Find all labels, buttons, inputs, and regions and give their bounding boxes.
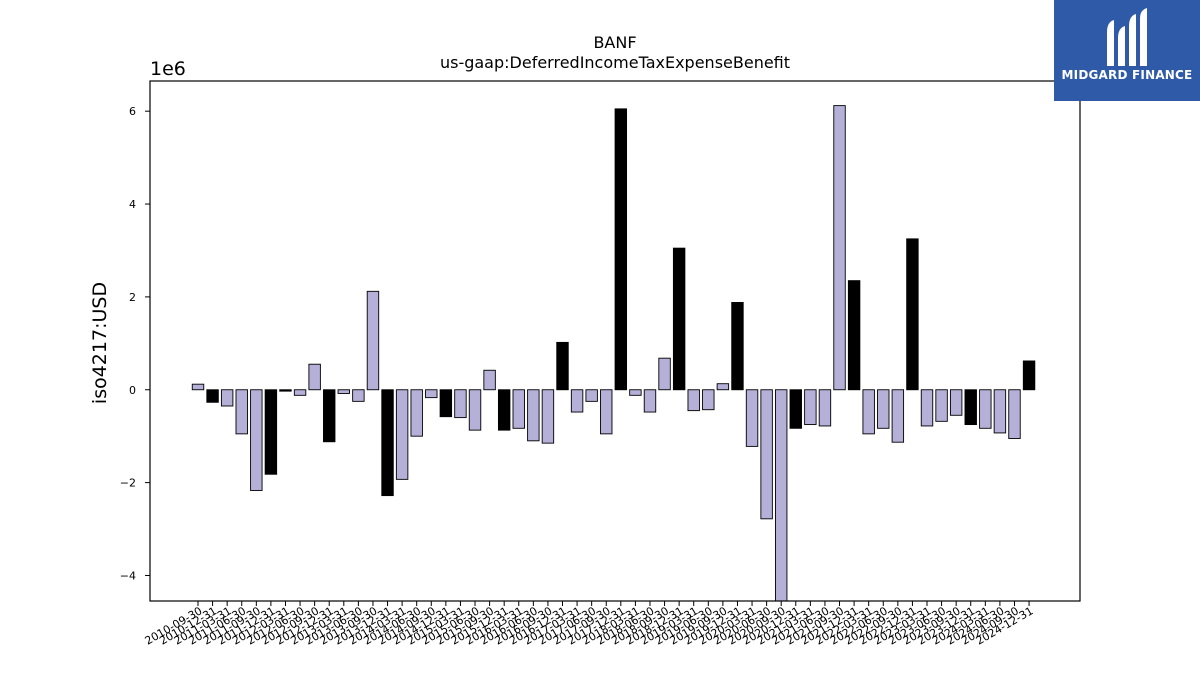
- bar-2010-09-30: [191, 383, 205, 391]
- bar-2020-03-31: [745, 389, 759, 447]
- bar-2017-09-30: [600, 389, 613, 435]
- bar-2023-09-30: [949, 389, 963, 416]
- bar-2011-12-31: [264, 389, 278, 475]
- bar-2022-03-31: [862, 389, 875, 435]
- bar-2014-12-31: [439, 389, 453, 418]
- brand-logo: MIDGARD FINANCE: [1054, 0, 1200, 101]
- bar-2021-12-31: [847, 280, 861, 391]
- bar-2023-12-31: [964, 389, 977, 426]
- bar-2011-09-30: [250, 389, 263, 491]
- bar-2024-12-31: [1022, 360, 1036, 391]
- bar-2024-03-31: [979, 389, 992, 429]
- y-tick-label: 2: [129, 291, 136, 304]
- bar-2018-12-31: [672, 247, 686, 391]
- bar-2019-06-30: [702, 389, 715, 411]
- bar-2018-03-31: [629, 389, 642, 396]
- bar-2011-03-31: [220, 389, 234, 407]
- bar-2023-03-31: [920, 389, 934, 427]
- bar-2016-09-30: [541, 389, 555, 444]
- bar-2012-06-30: [293, 389, 307, 396]
- y-axis: −4 −2 0 2 4 6: [120, 105, 150, 582]
- y-tick-label: −2: [120, 477, 136, 490]
- bar-2022-09-30: [891, 389, 905, 443]
- bar-2013-06-30: [352, 389, 365, 402]
- bar-2012-12-31: [323, 389, 336, 443]
- bar-2016-06-30: [527, 389, 540, 442]
- bar-2014-09-30: [425, 389, 438, 399]
- bar-2014-03-31: [395, 389, 409, 480]
- bar-2018-06-30: [643, 389, 657, 413]
- bar-2010-12-31: [206, 389, 219, 403]
- bar-2015-12-31: [497, 389, 511, 431]
- bar-2020-12-31: [789, 389, 802, 429]
- bar-2019-03-31: [687, 389, 700, 412]
- plot-frame: [149, 80, 1081, 602]
- y-tick-label: 0: [129, 384, 136, 397]
- bar-2011-06-30: [235, 389, 248, 435]
- bar-2021-09-30: [833, 105, 846, 391]
- bar-2019-09-30: [716, 383, 730, 391]
- bar-2013-03-31: [337, 389, 350, 394]
- chart-subtitle: us-gaap:DeferredIncomeTaxExpenseBenefit: [440, 53, 790, 72]
- bar-2024-09-30: [1008, 389, 1021, 439]
- bar-2014-06-30: [410, 389, 423, 437]
- bar-2017-03-31: [570, 389, 584, 413]
- bar-2023-06-30: [935, 389, 948, 422]
- bar-2016-12-31: [556, 341, 569, 391]
- bar-2015-06-30: [468, 389, 482, 431]
- bar-2019-12-31: [731, 302, 744, 391]
- y-tick-label: 6: [129, 105, 136, 118]
- bar-2016-03-31: [512, 389, 525, 429]
- y-axis-multiplier: 1e6: [150, 58, 186, 80]
- bar-2024-06-30: [993, 389, 1007, 434]
- bar-2020-09-30: [775, 389, 788, 602]
- chart-title: BANF: [593, 33, 636, 52]
- bar-2021-03-31: [804, 389, 817, 426]
- bar-2018-09-30: [658, 357, 671, 391]
- brand-name: MIDGARD FINANCE: [1061, 68, 1193, 82]
- bar-2012-03-31: [279, 389, 292, 392]
- bar-2017-06-30: [585, 389, 598, 402]
- bar-2022-06-30: [877, 389, 890, 429]
- bar-2021-06-30: [818, 389, 832, 427]
- y-tick-label: 4: [129, 198, 136, 211]
- bar-2022-12-31: [906, 238, 919, 391]
- bar-2013-09-30: [366, 290, 380, 391]
- y-tick-label: −4: [120, 569, 136, 582]
- y-axis-label: iso4217:USD: [89, 282, 111, 404]
- bar-2013-12-31: [381, 389, 394, 497]
- bar-2020-06-30: [760, 389, 773, 520]
- bar-2017-12-31: [614, 108, 628, 391]
- midgard-logo-icon: [1107, 8, 1147, 66]
- bar-2012-09-30: [308, 363, 321, 391]
- bar-2015-03-31: [454, 389, 467, 419]
- x-axis: 2010-09-302010-12-312011-03-312011-06-30…: [143, 601, 1036, 648]
- bar-series: [191, 105, 1036, 602]
- bar-2015-09-30: [483, 369, 496, 391]
